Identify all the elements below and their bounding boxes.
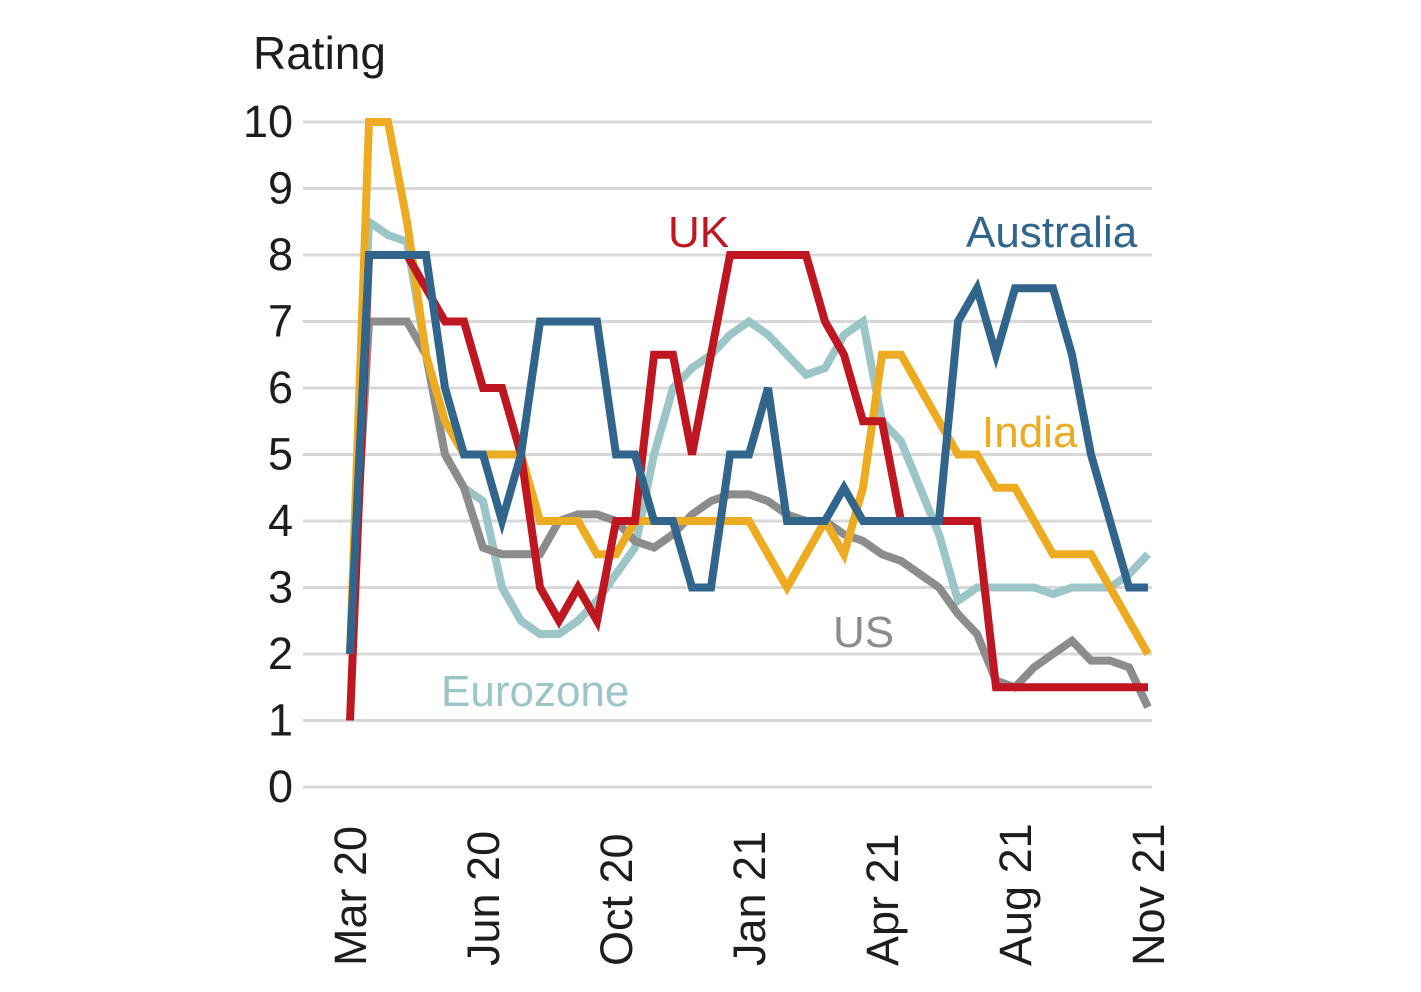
series-label-eurozone: Eurozone xyxy=(441,667,629,716)
y-tick-label-3: 3 xyxy=(268,562,293,613)
x-tick-label-jun-20: Jun 20 xyxy=(458,831,509,966)
y-tick-label-8: 8 xyxy=(268,229,293,280)
x-tick-label-oct-20: Oct 20 xyxy=(591,833,642,966)
y-tick-label-4: 4 xyxy=(268,495,293,546)
y-tick-label-9: 9 xyxy=(268,163,293,214)
series-label-india: India xyxy=(982,408,1078,457)
x-tick-label-jan-21: Jan 21 xyxy=(724,831,775,966)
y-tick-label-2: 2 xyxy=(268,628,293,679)
x-tick-label-aug-21: Aug 21 xyxy=(990,823,1041,966)
series-label-uk: UK xyxy=(668,208,729,257)
y-tick-label-0: 0 xyxy=(268,761,293,812)
y-axis-title: Rating xyxy=(253,27,386,79)
y-tick-label-10: 10 xyxy=(243,96,293,147)
y-tick-label-5: 5 xyxy=(268,429,293,480)
series-line-australia xyxy=(346,251,1148,655)
y-tick-label-7: 7 xyxy=(268,296,293,347)
x-tick-label-nov-21: Nov 21 xyxy=(1123,823,1174,966)
y-tick-label-1: 1 xyxy=(268,695,293,746)
x-tick-label-apr-21: Apr 21 xyxy=(857,833,908,966)
series-label-us: US xyxy=(833,608,894,657)
series-line-eurozone xyxy=(346,214,1151,655)
series-line-uk xyxy=(346,251,1148,721)
series-label-australia: Australia xyxy=(966,208,1138,257)
x-tick-label-mar-20: Mar 20 xyxy=(325,826,376,966)
y-tick-label-6: 6 xyxy=(268,362,293,413)
